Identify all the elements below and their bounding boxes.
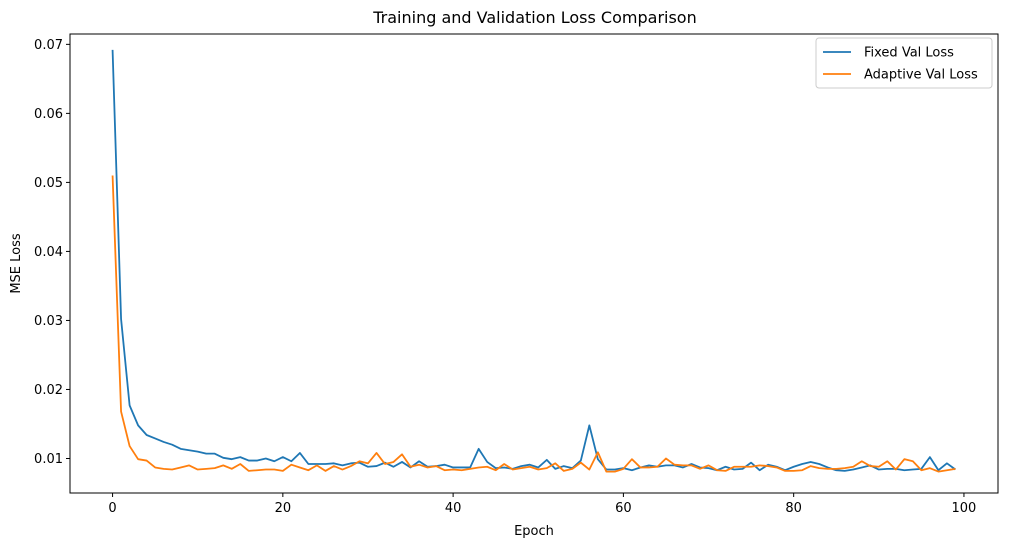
y-axis-label: MSE Loss — [9, 233, 24, 294]
series-layer — [111, 49, 956, 473]
y-tick-label: 0.05 — [34, 176, 63, 191]
x-axis-label: Epoch — [514, 524, 554, 539]
x-tick-label: 60 — [615, 501, 632, 516]
plot-frame — [69, 33, 999, 494]
x-tick-label: 100 — [952, 501, 977, 516]
y-tick-label: 0.03 — [34, 314, 63, 329]
y-axis-ticks: 0.01 0.02 0.03 0.04 0.05 0.06 0.07 — [34, 38, 70, 467]
x-tick-label: 80 — [785, 501, 802, 516]
legend-label: Fixed Val Loss — [864, 46, 954, 61]
y-tick-label: 0.07 — [34, 38, 63, 53]
x-axis-ticks: 0 20 40 60 80 100 — [108, 493, 976, 516]
series-line-adaptive-val-loss — [111, 175, 956, 473]
x-tick-label: 0 — [108, 501, 116, 516]
y-tick-label: 0.01 — [34, 452, 63, 467]
plot-area — [70, 34, 998, 493]
legend-label: Adaptive Val Loss — [864, 68, 978, 83]
x-tick-label: 20 — [275, 501, 292, 516]
chart-title: Training and Validation Loss Comparison — [372, 8, 696, 27]
y-tick-label: 0.04 — [34, 245, 63, 260]
legend: Fixed Val Loss Adaptive Val Loss — [815, 37, 993, 89]
x-tick-label: 40 — [445, 501, 462, 516]
y-tick-label: 0.06 — [34, 107, 63, 122]
legend-box — [815, 37, 993, 89]
y-tick-label: 0.02 — [34, 383, 63, 398]
series-line-fixed-val-loss — [111, 49, 956, 472]
